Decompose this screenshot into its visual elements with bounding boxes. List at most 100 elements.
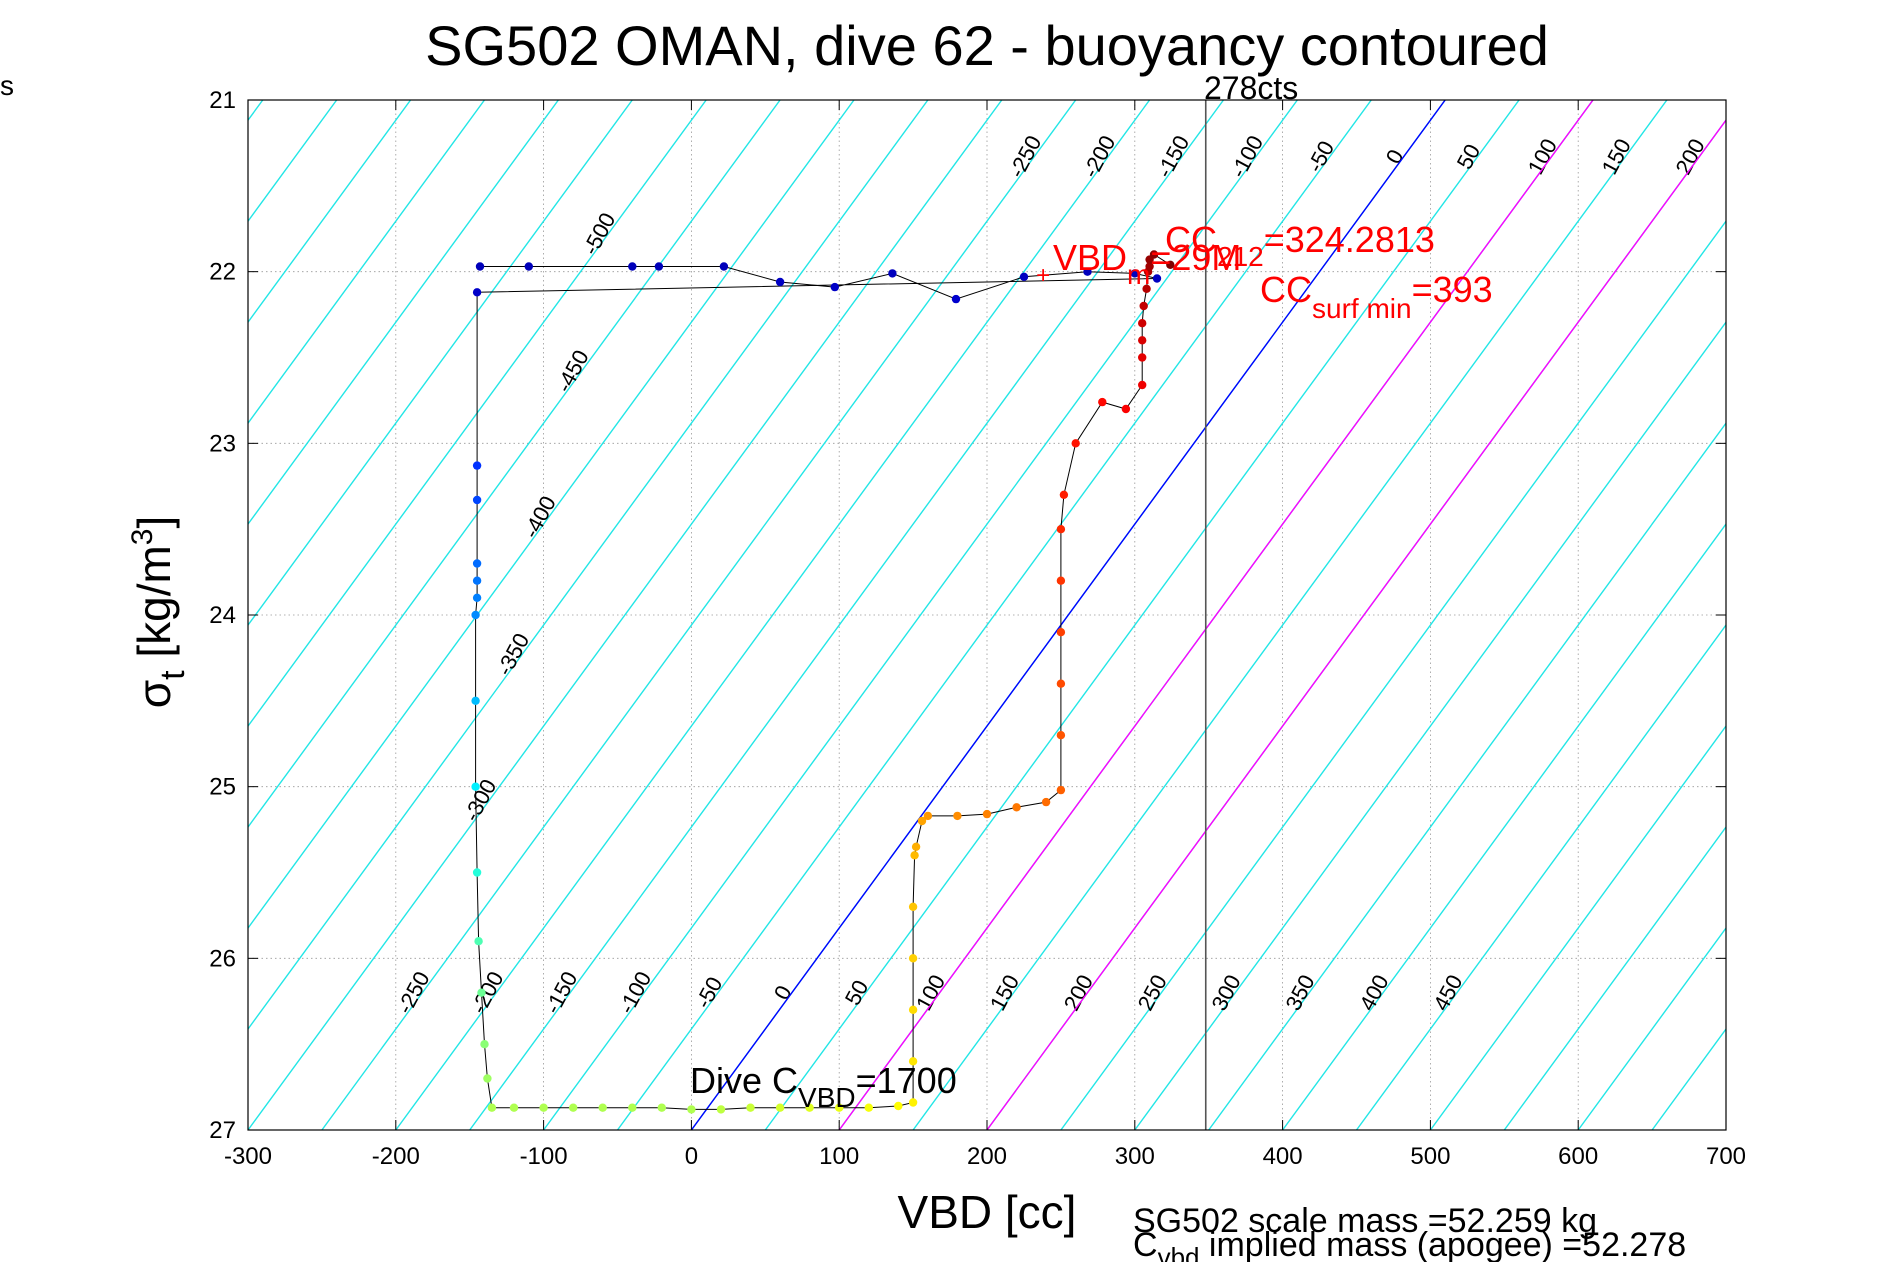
implied-mass-annotation: Cvbd implied mass (apogee) =52.278 bbox=[1133, 1226, 1686, 1262]
dive-data-point bbox=[908, 954, 918, 963]
x-axis-label: VBD [cc] bbox=[898, 1186, 1077, 1238]
dive-data-point bbox=[1138, 319, 1147, 328]
cc-surf-min-value: =393 bbox=[1412, 269, 1493, 310]
buoyancy-contour-line bbox=[1800, 100, 1891, 1130]
y-tick-label: 24 bbox=[209, 602, 236, 629]
dive-data-point bbox=[1139, 301, 1148, 311]
dive-data-point bbox=[775, 277, 785, 287]
x-tick-label: 400 bbox=[1263, 1143, 1303, 1170]
dive-data-point bbox=[1056, 628, 1066, 637]
dive-data-point bbox=[1142, 284, 1151, 293]
dive-data-point bbox=[911, 842, 921, 851]
buoyancy-contour-line bbox=[1725, 1128, 1726, 1130]
vbd-min-marker: + bbox=[1036, 262, 1050, 289]
cc-212-sub: 212 bbox=[1217, 241, 1264, 272]
dive-data-point bbox=[474, 937, 483, 946]
dive-data-point bbox=[687, 1105, 696, 1114]
dive-data-point bbox=[539, 1103, 548, 1112]
dive-data-point bbox=[775, 1103, 785, 1112]
chart-title: SG502 OMAN, dive 62 - buoyancy contoured bbox=[425, 14, 1549, 77]
dive-data-point bbox=[805, 1103, 814, 1112]
dive-data-point bbox=[1138, 353, 1147, 362]
buoyancy-contour-line bbox=[1503, 825, 1726, 1130]
dive-data-point bbox=[917, 816, 927, 826]
buoyancy-contour-line bbox=[395, 100, 1151, 1130]
implied-mass-prefix: C bbox=[1133, 1226, 1158, 1262]
buoyancy-contour-line bbox=[1134, 320, 1726, 1130]
buoyancy-contour-line bbox=[248, 100, 412, 324]
dive-data-point bbox=[1145, 262, 1154, 271]
buoyancy-contour-line bbox=[248, 100, 929, 1031]
dive-data-point bbox=[894, 1101, 903, 1111]
dive-data-point bbox=[472, 495, 482, 505]
cc-212-value: =324.2813 bbox=[1264, 219, 1435, 260]
y-tick-label: 23 bbox=[209, 430, 236, 457]
dive-data-point bbox=[471, 696, 480, 705]
y-tick-label: 21 bbox=[209, 87, 236, 114]
buoyancy-contour-line bbox=[1208, 421, 1726, 1130]
buoyancy-contour-line bbox=[1577, 926, 1726, 1130]
cc-surf-min-prefix: CC bbox=[1260, 269, 1312, 310]
dive-data-point bbox=[657, 1103, 666, 1112]
buoyancy-contour-line bbox=[764, 100, 1520, 1130]
dive-data-point bbox=[472, 576, 482, 585]
vertical-line-label: 278cts bbox=[1204, 70, 1298, 106]
reference-line-layer bbox=[690, 100, 1726, 1130]
buoyancy-contour-line bbox=[616, 100, 1372, 1130]
x-tick-label: 300 bbox=[1115, 1143, 1155, 1170]
cc-surf-min-annotation: CCsurf min=393 bbox=[1260, 269, 1493, 324]
vbd-min-prefix: VBD bbox=[1053, 237, 1127, 278]
y-axis-label-close: ] bbox=[128, 516, 180, 529]
implied-mass-sub: vbd bbox=[1158, 1242, 1200, 1262]
dive-data-point bbox=[475, 262, 485, 271]
buoyancy-contour-line bbox=[1874, 100, 1891, 1130]
dive-data-point bbox=[509, 1103, 519, 1112]
dive-data-point bbox=[1056, 679, 1066, 688]
y-axis-label-unit: [kg/m bbox=[128, 545, 180, 670]
reference-line bbox=[986, 119, 1726, 1130]
dive-cvbd-sub: VBD bbox=[798, 1082, 856, 1113]
dive-data-point bbox=[472, 868, 482, 877]
x-tick-label: -100 bbox=[520, 1143, 568, 1170]
cc-212-annotation: CC212=324.2813 bbox=[1165, 219, 1435, 272]
corner-fragment-label: s bbox=[0, 70, 14, 101]
dive-cvbd-prefix: Dive C bbox=[690, 1060, 798, 1101]
dive-data-point bbox=[1083, 267, 1092, 276]
dive-data-point bbox=[472, 288, 482, 297]
svg-text:σt [kg/m3]: σt [kg/m3] bbox=[126, 516, 192, 709]
vbd-min-annotation: VBDm=29M bbox=[1053, 237, 1241, 290]
dive-data-point bbox=[472, 593, 482, 602]
buoyancy-contour-line bbox=[1282, 522, 1726, 1130]
dive-data-point bbox=[1056, 525, 1066, 534]
buoyancy-contour-line bbox=[248, 100, 781, 829]
dive-data-point bbox=[716, 1105, 726, 1114]
scale-mass-annotation: SG502 scale mass =52.259 kg bbox=[1133, 1202, 1597, 1240]
dive-data-point bbox=[923, 811, 933, 821]
dive-data-point bbox=[888, 269, 897, 278]
dive-data-point bbox=[483, 1074, 492, 1083]
buoyancy-contour-line bbox=[321, 100, 1077, 1130]
dive-data-point bbox=[951, 294, 961, 304]
dive-data-point bbox=[1019, 272, 1029, 281]
dive-data-point bbox=[908, 902, 918, 911]
cc-surf-min-sub: surf min bbox=[1312, 293, 1412, 324]
dive-data-point bbox=[628, 262, 637, 271]
buoyancy-contour-line bbox=[0, 100, 115, 1130]
dive-data-point bbox=[1071, 439, 1080, 448]
dive-data-point bbox=[487, 1103, 497, 1112]
x-tick-label: 0 bbox=[685, 1143, 698, 1170]
dive-data-point bbox=[598, 1103, 607, 1112]
buoyancy-contour-line bbox=[1429, 724, 1726, 1130]
buoyancy-contour-line bbox=[248, 100, 707, 728]
buoyancy-contour-line bbox=[1060, 219, 1726, 1130]
vbd-min-sub: m bbox=[1127, 259, 1150, 290]
dive-data-point bbox=[1149, 250, 1159, 259]
dive-data-point bbox=[1041, 797, 1051, 807]
x-tick-label: 100 bbox=[819, 1143, 859, 1170]
buoyancy-contour-line bbox=[248, 100, 559, 526]
x-tick-label: -200 bbox=[372, 1143, 420, 1170]
x-tick-label: 600 bbox=[1558, 1143, 1598, 1170]
dive-data-point bbox=[982, 809, 992, 819]
y-tick-label: 26 bbox=[209, 945, 236, 972]
